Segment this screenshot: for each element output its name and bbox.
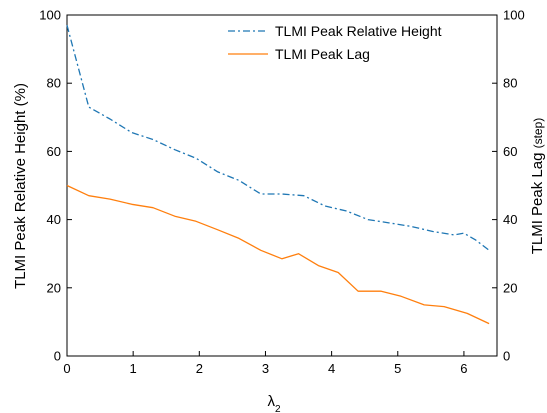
x-tick-label: 6 [460, 361, 467, 376]
series-line-relative-height [66, 25, 490, 251]
left-y-tick-label: 60 [47, 144, 61, 159]
left-y-axis-ticks: 0 20 40 60 80 100 [39, 8, 72, 364]
left-y-axis-label: TLMI Peak Relative Height (%) [12, 83, 29, 289]
plot-frame [66, 14, 498, 357]
series-line-lag [66, 184, 490, 325]
right-y-tick-label: 60 [503, 144, 517, 159]
x-tick-label: 0 [63, 361, 70, 376]
legend-label-relative-height: TLMI Peak Relative Height [275, 23, 442, 39]
legend-label-lag: TLMI Peak Lag [275, 46, 370, 62]
left-y-tick-label: 20 [47, 280, 61, 295]
right-y-tick-label: 40 [503, 212, 517, 227]
x-tick-label: 3 [262, 361, 269, 376]
x-tick-label: 5 [394, 361, 401, 376]
x-tick-label: 2 [196, 361, 203, 376]
legend: TLMI Peak Relative Height TLMI Peak Lag [228, 23, 442, 62]
series-layer [66, 25, 490, 325]
right-y-tick-label: 80 [503, 76, 517, 91]
right-y-tick-label: 20 [503, 280, 517, 295]
x-axis-ticks: 0 1 2 3 4 5 6 [63, 351, 468, 376]
right-y-tick-label: 0 [503, 349, 510, 364]
right-y-axis-ticks: 0 20 40 60 80 100 [492, 8, 525, 364]
left-y-tick-label: 0 [54, 349, 61, 364]
x-tick-label: 1 [130, 361, 137, 376]
x-tick-label: 4 [328, 361, 335, 376]
right-y-axis-label: TLMI Peak Lag (step) [529, 118, 546, 255]
left-y-tick-label: 80 [47, 76, 61, 91]
left-y-tick-label: 40 [47, 212, 61, 227]
x-axis-label: λ2 [267, 393, 281, 413]
left-y-tick-label: 100 [39, 8, 61, 23]
right-y-tick-label: 100 [503, 8, 525, 23]
